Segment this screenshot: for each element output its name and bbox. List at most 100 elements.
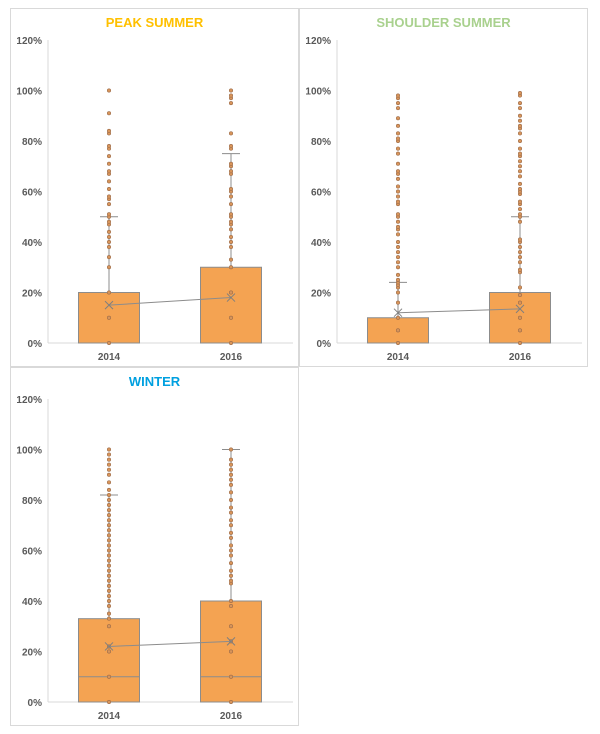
data-point (396, 245, 401, 250)
data-point (107, 340, 112, 345)
data-point (229, 523, 234, 528)
y-tick-label: 80% (311, 137, 331, 148)
data-point (396, 277, 401, 282)
data-point (229, 131, 234, 136)
data-point (229, 290, 234, 295)
data-point (396, 199, 401, 204)
data-point (107, 457, 112, 462)
box-2014 (78, 618, 140, 703)
y-tick-label: 0% (28, 698, 43, 709)
mean-marker (393, 308, 403, 318)
y-tick-label: 100% (16, 446, 42, 457)
data-point (107, 523, 112, 528)
data-point (229, 543, 234, 548)
data-point (396, 93, 401, 98)
data-point (107, 604, 112, 609)
data-point (518, 123, 523, 128)
data-point (518, 139, 523, 144)
data-point (518, 199, 523, 204)
chart-title: SHOULDER SUMMER (376, 15, 511, 30)
data-point (107, 498, 112, 503)
chart-plot: 0% 20% 40% 60% 80% 100% 120% 2014 2016 (16, 36, 293, 363)
data-point (229, 161, 234, 166)
data-point (107, 528, 112, 533)
x-tick-label: 2014 (98, 711, 121, 722)
data-point (229, 234, 234, 239)
data-point (107, 265, 112, 270)
data-point (107, 229, 112, 234)
mean-line (108, 297, 232, 306)
data-point (229, 649, 234, 654)
data-point (518, 146, 523, 151)
data-point (518, 101, 523, 106)
data-point (396, 106, 401, 111)
y-tick-label: 20% (311, 289, 331, 300)
data-point (107, 194, 112, 199)
data-point (518, 328, 523, 333)
data-point (396, 194, 401, 199)
y-tick-label: 120% (305, 36, 331, 47)
data-point (107, 553, 112, 558)
data-point (229, 227, 234, 232)
data-point (396, 219, 401, 224)
data-point (396, 151, 401, 156)
data-point (229, 553, 234, 558)
data-point (518, 285, 523, 290)
data-point (396, 328, 401, 333)
y-tick-label: 120% (16, 395, 42, 406)
data-point (107, 492, 112, 497)
data-point (518, 91, 523, 96)
data-point (518, 186, 523, 191)
data-point (107, 558, 112, 563)
data-point (229, 457, 234, 462)
data-point (107, 583, 112, 588)
data-point (229, 101, 234, 106)
y-tick-label: 0% (28, 339, 43, 350)
chart-plot: 0% 20% 40% 60% 80% 100% 120% 2014 2016 (305, 36, 582, 363)
data-point (107, 578, 112, 583)
data-point (107, 154, 112, 159)
data-point (229, 518, 234, 523)
data-point (229, 194, 234, 199)
y-tick-label: 120% (16, 36, 42, 47)
y-tick-label: 80% (22, 496, 42, 507)
y-tick-label: 20% (22, 289, 42, 300)
data-point (518, 118, 523, 123)
data-point (229, 482, 234, 487)
data-point (107, 699, 112, 704)
data-point (229, 699, 234, 704)
data-point (229, 568, 234, 573)
data-point (518, 207, 523, 212)
data-point (107, 88, 112, 93)
data-point (396, 232, 401, 237)
data-point (229, 604, 234, 609)
data-point (229, 490, 234, 495)
data-point (396, 184, 401, 189)
data-point (396, 189, 401, 194)
data-point (107, 538, 112, 543)
data-point (107, 674, 112, 679)
data-point (107, 462, 112, 467)
y-tick-label: 40% (22, 597, 42, 608)
data-point (107, 593, 112, 598)
y-tick-label: 60% (22, 547, 42, 558)
data-point (396, 260, 401, 265)
data-point (229, 477, 234, 482)
y-tick-label: 80% (22, 137, 42, 148)
data-point (107, 649, 112, 654)
data-point (229, 624, 234, 629)
data-point (229, 599, 234, 604)
data-point (518, 267, 523, 272)
data-point (396, 224, 401, 229)
data-point (518, 181, 523, 186)
data-point (229, 510, 234, 515)
data-point (518, 250, 523, 255)
data-point (107, 518, 112, 523)
data-point (518, 164, 523, 169)
data-point (107, 452, 112, 457)
data-point (396, 176, 401, 181)
data-point (396, 290, 401, 295)
data-point (107, 513, 112, 518)
data-point (229, 505, 234, 510)
data-point (107, 144, 112, 149)
